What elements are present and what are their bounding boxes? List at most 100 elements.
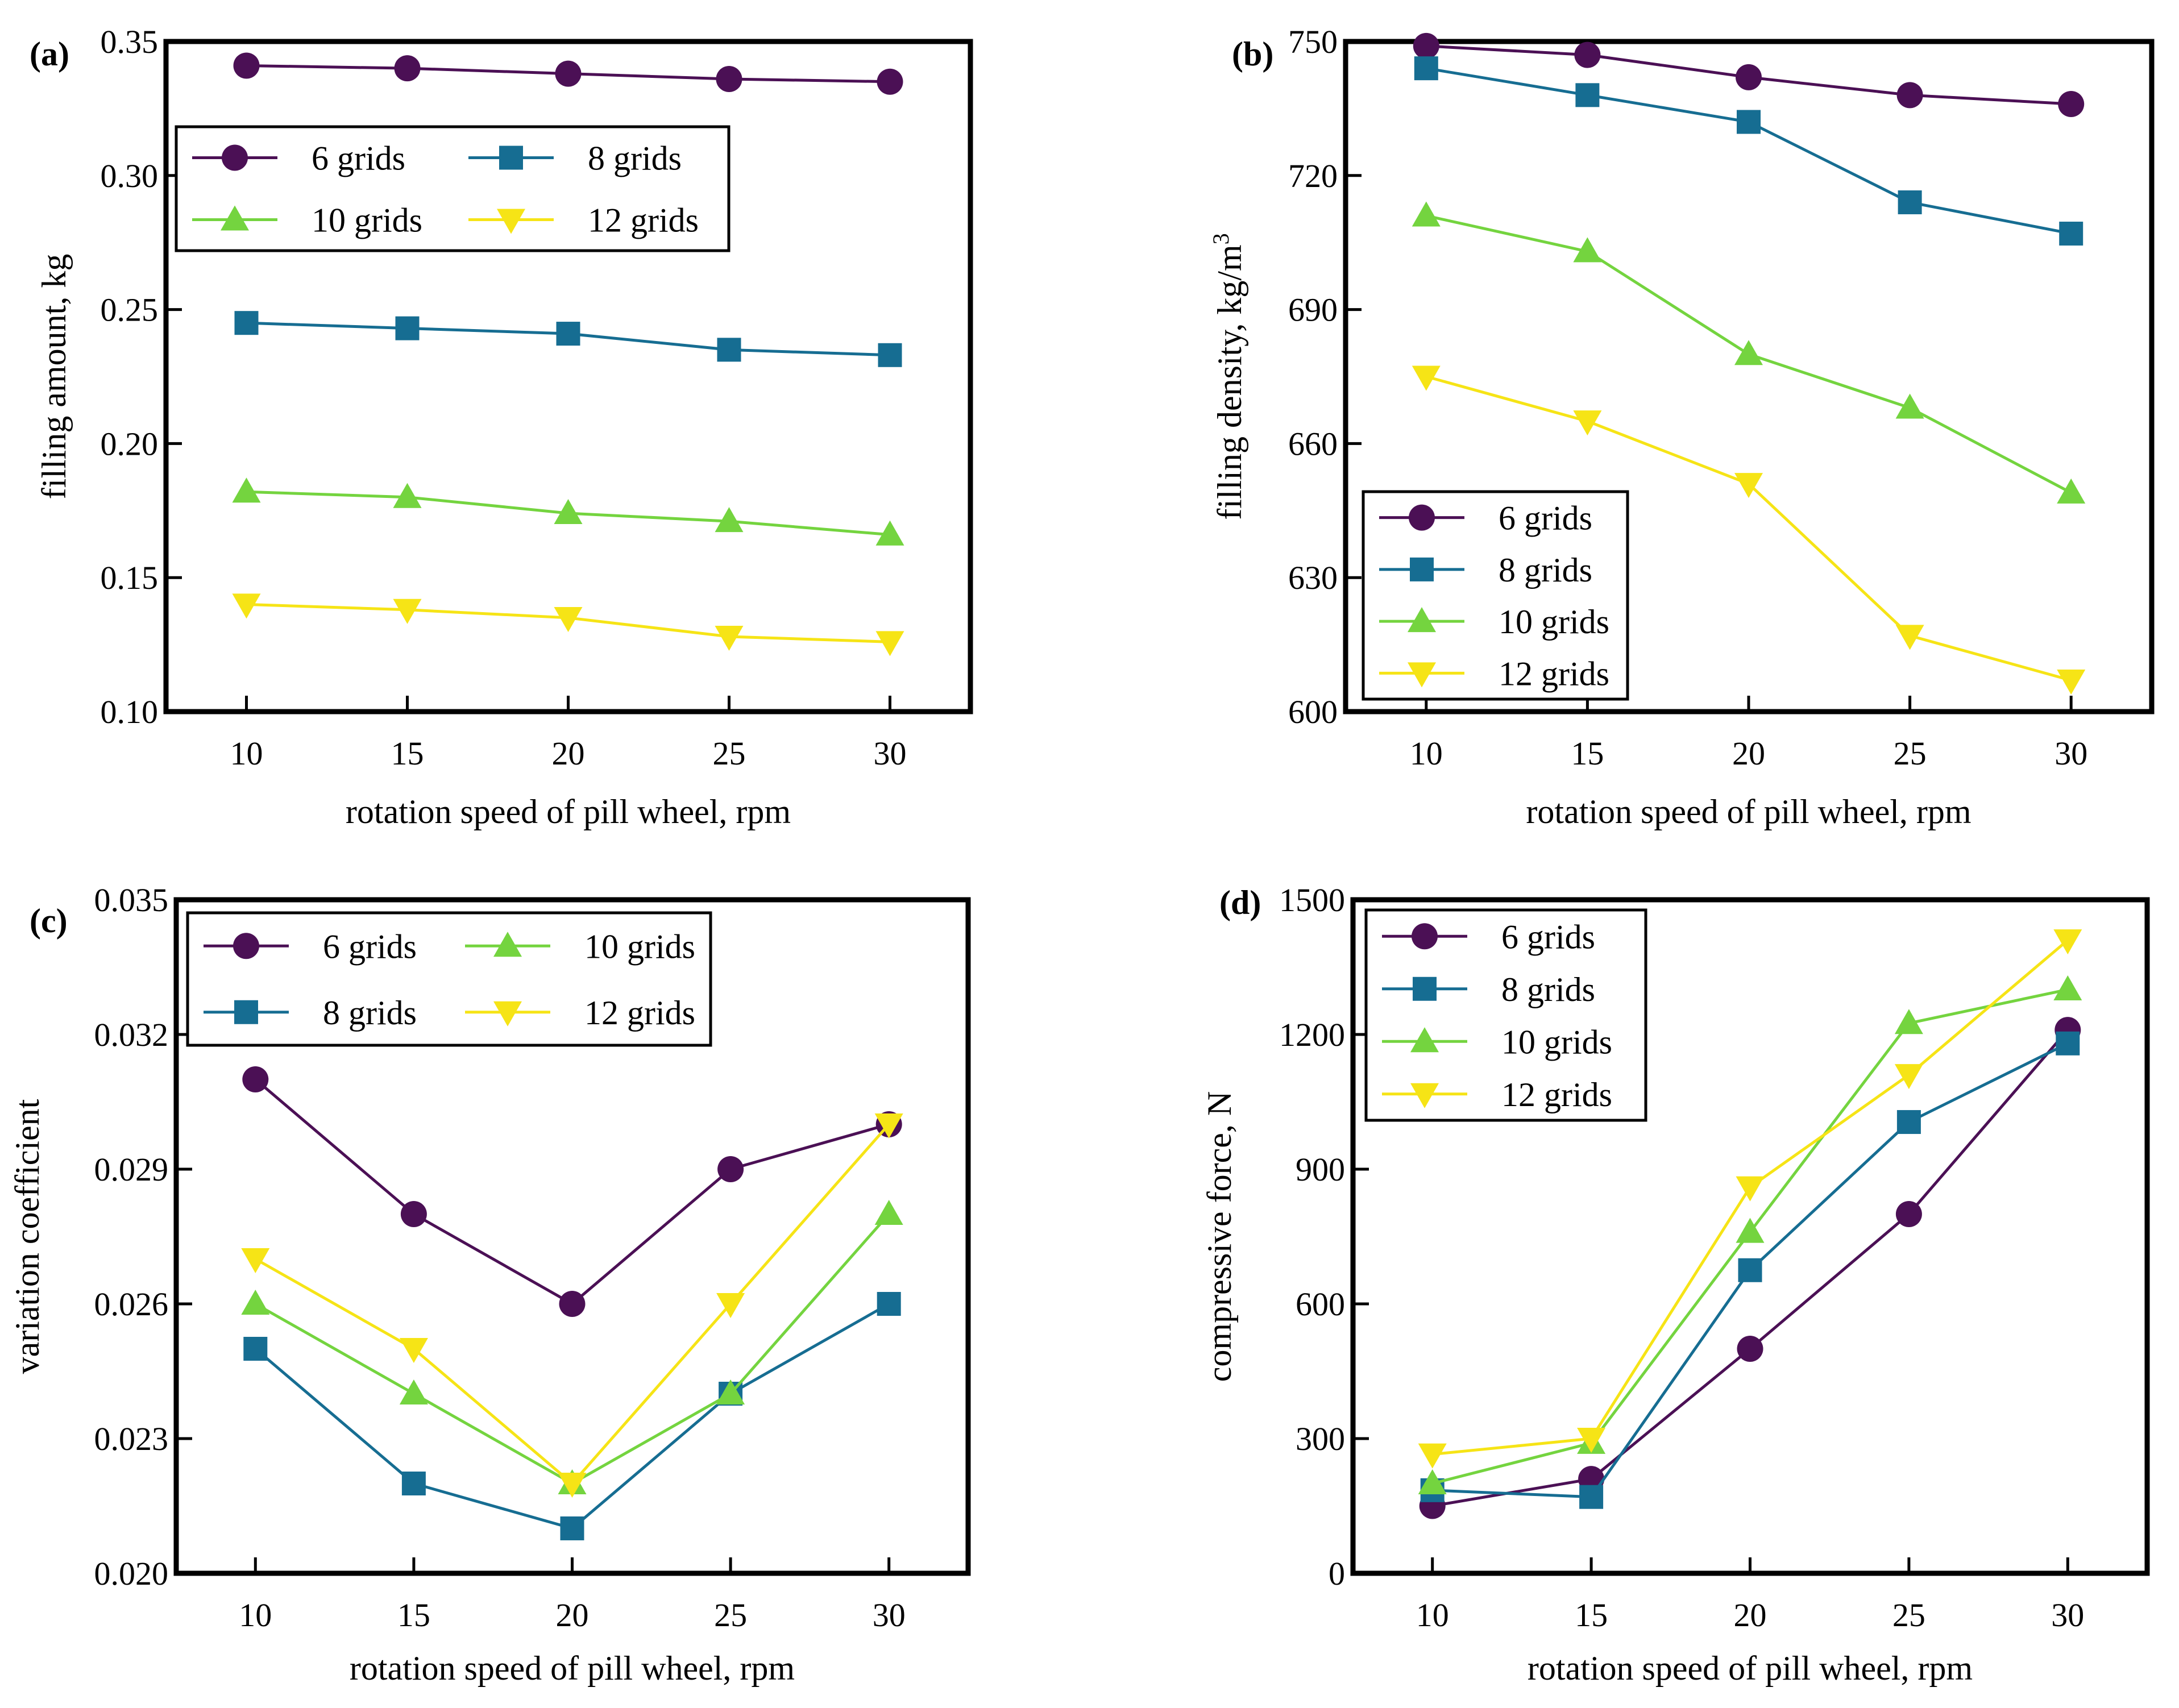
data-point-12-grids [1577, 1428, 1606, 1453]
legend-label: 6 grids [312, 140, 405, 177]
data-point-6-grids [555, 60, 582, 87]
data-point-10-grids [1418, 1469, 1447, 1494]
x-tick-label: 20 [1734, 1597, 1767, 1634]
legend: 6 grids 10 grids 8 grids 12 grids [186, 911, 712, 1047]
legend-label: 10 grids [312, 202, 422, 239]
legend-label: 8 grids [1501, 971, 1595, 1008]
data-point-10-grids [1734, 340, 1763, 365]
x-tick-label: 15 [1571, 735, 1604, 772]
x-tick-label: 15 [397, 1597, 430, 1634]
data-point-8-grids [1898, 190, 1922, 214]
x-tick-label: 30 [2055, 735, 2087, 772]
data-point-12-grids [241, 1248, 270, 1273]
y-tick-label: 720 [1288, 157, 1338, 194]
legend-marker [499, 146, 523, 170]
legend-marker [1410, 1027, 1439, 1053]
data-point-10-grids [232, 477, 261, 503]
chart-panel-b: 600 630 660 690 720 750 10 15 20 25 30 rotation spe… [1208, 23, 2155, 830]
series-line-8-grids [1426, 67, 2072, 235]
y-tick-label: 750 [1288, 23, 1338, 60]
data-point-6-grids [394, 55, 421, 82]
data-point-8-grids [2059, 221, 2083, 246]
legend-box [186, 911, 712, 1047]
y-axis-label: variation coefficient [9, 1099, 46, 1374]
legend-marker [493, 932, 522, 957]
y-tick-label: 1500 [1279, 882, 1345, 919]
x-tick-label: 20 [556, 1597, 589, 1634]
data-point-8-grids [878, 343, 902, 367]
x-tick-label: 10 [239, 1597, 272, 1634]
legend-marker [1409, 504, 1435, 531]
data-point-12-grids [1734, 473, 1763, 498]
legend-marker [222, 144, 248, 171]
data-point-10-grids [554, 499, 583, 525]
data-point-8-grids [717, 338, 741, 362]
data-point-6-grids [716, 66, 742, 93]
data-point-8-grids [2056, 1031, 2080, 1055]
data-point-12-grids [2053, 929, 2082, 955]
legend-label: 6 grids [1499, 500, 1592, 537]
legend: 6 grids 8 grids 10 grids 12 grids [1364, 908, 1647, 1122]
data-point-6-grids [877, 68, 903, 95]
y-tick-label: 0.25 [101, 292, 159, 329]
y-tick-label: 0.20 [101, 425, 159, 462]
data-point-12-grids [715, 625, 744, 651]
y-tick-label: 600 [1288, 693, 1338, 730]
data-point-12-grids [716, 1293, 745, 1318]
data-point-10-grids [2053, 975, 2082, 1000]
y-tick-label: 690 [1288, 292, 1338, 329]
y-tick-label: 0 [1329, 1555, 1345, 1592]
chart-panel-d: 0 300 600 900 1200 1500 10 15 20 25 30 rotation spe… [1201, 882, 2150, 1687]
legend-label: 10 grids [1501, 1023, 1612, 1061]
y-tick-label: 1200 [1279, 1016, 1345, 1053]
data-point-12-grids [1573, 410, 1602, 436]
legend: 6 grids 8 grids 10 grids 12 grids [175, 125, 731, 252]
y-tick-label: 0.020 [94, 1555, 169, 1592]
y-tick-label: 0.15 [101, 559, 159, 596]
data-point-8-grids [1579, 1485, 1604, 1509]
y-tick-label: 0.029 [94, 1151, 169, 1188]
data-point-8-grids [1896, 1110, 1921, 1134]
x-tick-label: 25 [714, 1597, 747, 1634]
legend-label: 12 grids [1501, 1076, 1612, 1113]
legend-marker [1412, 923, 1438, 950]
legend-marker [1410, 557, 1434, 581]
chart-panel-a: 0.10 0.15 0.20 0.25 0.30 0.35 10 15 20 25 30 rotati… [30, 23, 973, 830]
legend-marker [234, 1000, 258, 1024]
x-tick-label: 20 [1732, 735, 1765, 772]
data-point-10-grids [1894, 1009, 1923, 1034]
data-point-12-grids [1418, 1443, 1447, 1469]
data-point-10-grids [1412, 201, 1441, 227]
x-tick-label: 30 [2051, 1597, 2084, 1634]
x-axis-label: rotation speed of pill wheel, rpm [350, 1649, 795, 1687]
y-axis-label-superscript: 3 [1208, 233, 1234, 244]
data-point-8-grids [1737, 110, 1761, 134]
legend-label: 12 grids [588, 202, 699, 239]
data-point-6-grids [1895, 1201, 1922, 1227]
legend-label: 12 grids [584, 994, 695, 1032]
data-point-6-grids [2058, 91, 2085, 118]
data-point-8-grids [243, 1337, 268, 1361]
x-tick-label: 10 [1410, 735, 1443, 772]
data-point-6-grids [242, 1066, 269, 1092]
data-point-8-grids [1414, 56, 1438, 81]
legend-label: 6 grids [323, 928, 417, 965]
data-point-6-grids [1896, 82, 1923, 109]
x-tick-label: 20 [552, 735, 585, 772]
y-tick-label: 0.032 [94, 1016, 169, 1053]
data-point-10-grids [399, 1379, 428, 1404]
x-axis-label: rotation speed of pill wheel, rpm [1528, 1649, 1973, 1687]
series-line-6-grids [254, 1078, 890, 1306]
x-axis-label: rotation speed of pill wheel, rpm [1526, 793, 1971, 830]
x-tick-label: 25 [713, 735, 746, 772]
legend-label: 6 grids [1501, 918, 1595, 955]
y-tick-label: 660 [1288, 425, 1338, 462]
data-point-8-grids [395, 316, 420, 340]
data-point-12-grids [393, 599, 422, 624]
data-point-8-grids [1575, 83, 1600, 107]
x-tick-label: 10 [1416, 1597, 1449, 1634]
legend-label: 12 grids [1499, 655, 1609, 692]
x-tick-label: 10 [230, 735, 263, 772]
data-point-6-grids [1574, 41, 1601, 68]
x-tick-label: 25 [1894, 735, 1927, 772]
